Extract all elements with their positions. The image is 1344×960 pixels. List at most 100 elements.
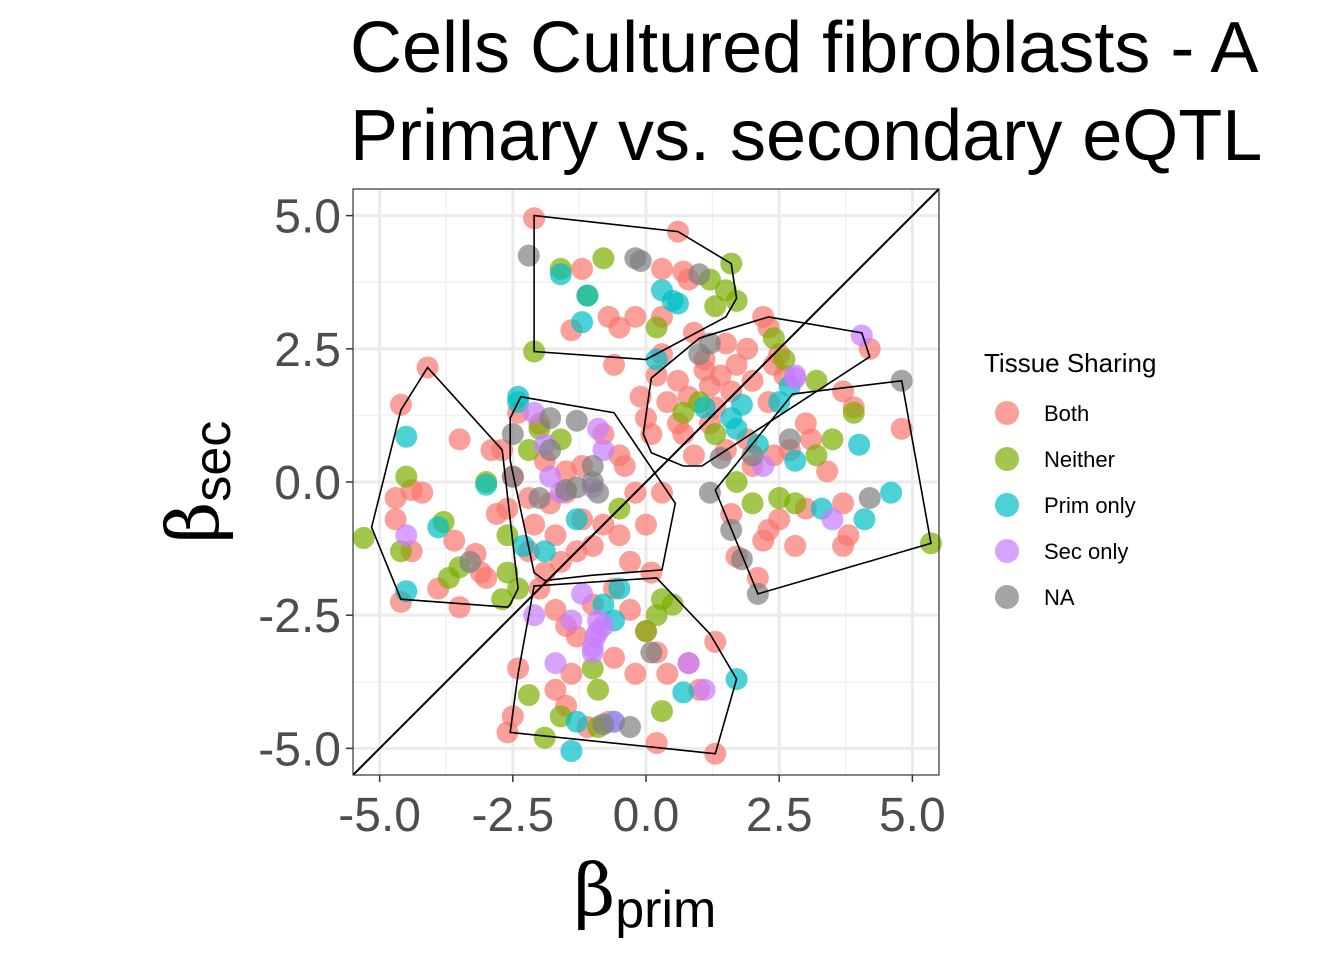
point-both-114: [496, 721, 519, 744]
point-sec-only-17: [544, 652, 567, 675]
point-na-22: [587, 481, 610, 504]
point-neither-7: [704, 295, 727, 318]
y-axis-symbol: β: [151, 502, 235, 544]
point-both-44: [832, 492, 855, 515]
point-na-17: [539, 407, 562, 430]
point-na-10: [698, 481, 721, 504]
diagonal-layer: [352, 188, 940, 776]
legend-title: Tissue Sharing: [984, 348, 1156, 378]
point-prim-only-18: [880, 481, 903, 504]
point-both-76: [544, 524, 567, 547]
point-both-20: [666, 369, 689, 392]
point-both-108: [624, 662, 647, 685]
y-tick-label-0: -5.0: [258, 723, 341, 776]
point-prim-only-26: [608, 577, 631, 600]
point-sec-only-14: [581, 636, 604, 659]
point-both-92: [549, 550, 572, 573]
point-both-49: [752, 529, 775, 552]
point-prim-only-17: [853, 508, 876, 531]
point-neither-21: [352, 526, 375, 549]
cluster-hull-1: [370, 366, 519, 609]
point-both-82: [619, 550, 642, 573]
point-both-111: [544, 678, 567, 701]
x-tick-label-3: 2.5: [746, 789, 813, 842]
y-axis-title: βsec: [151, 421, 242, 544]
point-both-117: [645, 732, 668, 755]
point-neither-45: [650, 700, 673, 723]
point-na-5: [688, 343, 711, 366]
legend-label-4: NA: [1044, 585, 1075, 610]
point-both-125: [480, 439, 503, 462]
chart-title-line-2: Primary vs. secondary eQTL: [350, 96, 1262, 176]
point-na-27: [581, 455, 604, 478]
point-both-130: [709, 364, 732, 387]
point-both-3: [650, 257, 673, 280]
x-tick-label-4: 5.0: [879, 789, 946, 842]
point-neither-1: [592, 247, 615, 270]
y-tick-label-4: 5.0: [274, 191, 341, 244]
y-tick-label-2: 0.0: [274, 457, 341, 510]
point-both-36: [832, 380, 855, 403]
point-prim-only-32: [672, 681, 695, 704]
legend-key-1: [995, 447, 1019, 471]
legend-label-0: Both: [1044, 401, 1089, 426]
point-both-60: [411, 481, 434, 504]
point-both-21: [656, 391, 679, 414]
point-neither-40: [517, 684, 540, 707]
point-both-52: [746, 566, 769, 589]
point-prim-only-24: [512, 534, 535, 557]
point-neither-8: [645, 316, 668, 339]
point-neither-13: [842, 401, 865, 424]
point-both-54: [832, 534, 855, 557]
point-both-8: [608, 316, 631, 339]
point-prim-only-5: [666, 292, 689, 315]
point-sec-only-7: [539, 465, 562, 488]
point-both-112: [507, 657, 530, 680]
point-both-81: [608, 524, 631, 547]
legend-key-3: [995, 539, 1019, 563]
point-na-24: [528, 486, 551, 509]
point-sec-only-20: [693, 678, 716, 701]
point-prim-only-20: [427, 516, 450, 539]
point-both-32: [682, 444, 705, 467]
legend-key-0: [995, 401, 1019, 425]
legend: Tissue Sharing Both Neither Prim only Sec o…: [984, 348, 1156, 610]
point-neither-38: [533, 726, 556, 749]
point-prim-only-15: [848, 433, 871, 456]
x-tick-label-2: 0.0: [613, 789, 680, 842]
point-neither-11: [773, 348, 796, 371]
cluster-hull-5: [714, 379, 932, 595]
point-prim-only-13: [768, 391, 791, 414]
point-neither-42: [645, 604, 668, 627]
x-axis-title: βprim: [574, 848, 717, 939]
point-sec-only-19: [677, 652, 700, 675]
legend-key-2: [995, 493, 1019, 517]
point-na-9: [709, 447, 732, 470]
point-both-12: [714, 332, 737, 355]
point-both-83: [635, 513, 657, 536]
point-prim-only-9: [725, 417, 748, 440]
x-axis-subscript: prim: [615, 881, 716, 939]
point-na-25: [592, 713, 615, 736]
point-na-8: [741, 444, 764, 467]
chart-title-line-1: Cells Cultured fibroblasts - A: [350, 8, 1258, 88]
point-na-14: [858, 486, 881, 509]
point-neither-36: [587, 678, 610, 701]
y-tick-label-3: 2.5: [274, 324, 341, 377]
point-both-18: [725, 353, 748, 376]
point-prim-only-1: [571, 311, 594, 334]
point-both-39: [890, 417, 913, 440]
y-tick-label-1: -2.5: [258, 590, 341, 643]
point-na-29: [640, 641, 663, 664]
point-both-15: [736, 337, 759, 360]
point-neither-14: [821, 428, 844, 451]
point-both-84: [650, 481, 673, 504]
point-na-0: [517, 244, 540, 267]
point-both-10: [603, 353, 626, 376]
point-prim-only-7: [693, 396, 716, 419]
point-na-26: [619, 716, 642, 739]
point-both-56: [389, 393, 412, 416]
point-both-104: [656, 662, 679, 685]
point-sec-only-16: [523, 604, 546, 627]
point-neither-43: [661, 593, 684, 616]
